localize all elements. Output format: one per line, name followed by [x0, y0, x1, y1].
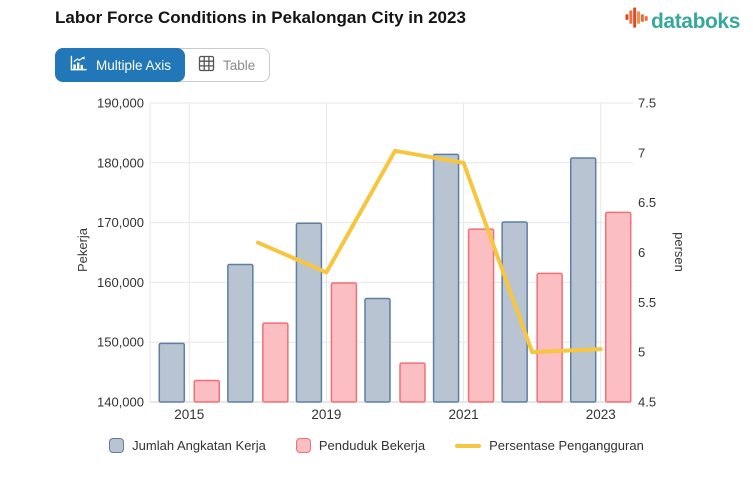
left-axis-tick: 150,000: [97, 335, 144, 350]
legend-item-angkatan-kerja[interactable]: Jumlah Angkatan Kerja: [109, 438, 266, 453]
bar-jumlah-angkatan-kerja-2022[interactable]: [501, 221, 528, 403]
table-grid-icon: [198, 55, 215, 75]
legend-label: Penduduk Bekerja: [318, 438, 426, 453]
databoks-pulse-bars-icon: [625, 6, 650, 37]
databoks-logo: databoks: [625, 6, 740, 37]
line-series: [255, 148, 603, 355]
bar-penduduk-bekerja-2015[interactable]: [193, 379, 221, 403]
bar-series: [158, 153, 632, 403]
axis-tick-labels: 140,000 150,000 160,000 170,000 180,000 190,0…: [97, 96, 656, 423]
bar-penduduk-bekerja-2019[interactable]: [330, 282, 358, 403]
right-axis-tick: 4.5: [638, 395, 656, 410]
x-axis-tick: 2019: [311, 407, 341, 422]
chart-legend: Jumlah Angkatan Kerja Penduduk Bekerja P…: [0, 438, 753, 453]
x-axis-tick: 2021: [449, 407, 479, 422]
table-label: Table: [223, 57, 256, 73]
bar-penduduk-bekerja-2023[interactable]: [604, 211, 632, 403]
chart-plot[interactable]: 140,000 150,000 160,000 170,000 180,000 190,0…: [0, 88, 753, 433]
legend-item-pengangguran[interactable]: Persentase Pengangguran: [455, 438, 644, 453]
bar-jumlah-angkatan-kerja-2023[interactable]: [569, 157, 597, 403]
right-axis-tick: 6.5: [638, 195, 656, 210]
right-axis-tick: 6: [638, 245, 645, 260]
right-axis-tick: 7.5: [638, 96, 656, 111]
angkatan-kerja-swatch: [109, 438, 125, 453]
right-axis-tick: 5: [638, 345, 645, 360]
bar-jumlah-angkatan-kerja-2015[interactable]: [158, 342, 186, 403]
bar-jumlah-angkatan-kerja-2018[interactable]: [227, 263, 254, 403]
left-axis-tick: 140,000: [97, 395, 144, 410]
pengangguran-line-swatch: [455, 443, 482, 448]
left-axis-tick: 190,000: [97, 96, 144, 111]
legend-label: Jumlah Angkatan Kerja: [132, 438, 266, 453]
x-axis-tick: 2023: [586, 407, 616, 422]
multiple-axis-button[interactable]: Multiple Axis: [55, 48, 186, 82]
bar-jumlah-angkatan-kerja-2020[interactable]: [364, 297, 391, 403]
chart-area: 140,000 150,000 160,000 170,000 180,000 190,0…: [0, 88, 753, 433]
multiple-axis-label: Multiple Axis: [96, 57, 172, 73]
view-toggle: Multiple Axis Table: [55, 48, 271, 82]
left-axis-title: Pekerja: [75, 227, 90, 272]
table-button[interactable]: Table: [184, 49, 269, 81]
bar-penduduk-bekerja-2021[interactable]: [467, 228, 495, 403]
bar-penduduk-bekerja-2018[interactable]: [262, 322, 289, 403]
page-title: Labor Force Conditions in Pekalongan Cit…: [55, 8, 466, 27]
databoks-wordmark: databoks: [651, 9, 740, 33]
bar-jumlah-angkatan-kerja-2021[interactable]: [432, 153, 460, 403]
legend-label: Persentase Pengangguran: [489, 438, 644, 453]
penduduk-bekerja-swatch: [295, 438, 311, 453]
bar-chart-icon: [69, 55, 88, 75]
unemployment-rate-line[interactable]: [255, 148, 603, 355]
x-axis-tick: 2015: [174, 407, 204, 422]
bar-penduduk-bekerja-2022[interactable]: [536, 272, 563, 403]
right-axis-tick: 5.5: [638, 295, 656, 310]
bar-penduduk-bekerja-2020[interactable]: [399, 362, 426, 403]
bar-jumlah-angkatan-kerja-2019[interactable]: [295, 222, 323, 403]
left-axis-tick: 180,000: [97, 155, 144, 170]
left-axis-tick: 170,000: [97, 215, 144, 230]
left-axis-tick: 160,000: [97, 275, 144, 290]
right-axis-tick: 7: [638, 145, 645, 160]
right-axis-title: persen: [672, 232, 687, 272]
legend-item-penduduk-bekerja[interactable]: Penduduk Bekerja: [295, 438, 426, 453]
